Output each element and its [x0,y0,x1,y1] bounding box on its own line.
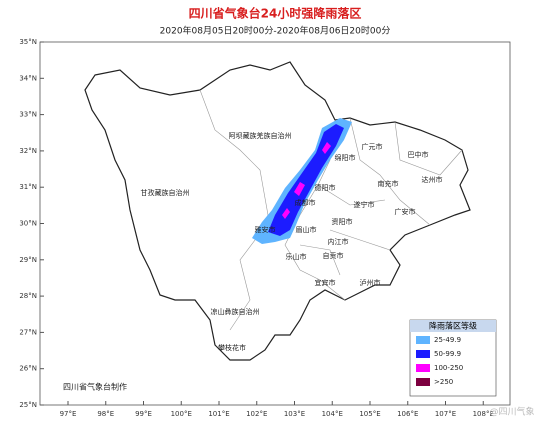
region-label: 甘孜藏族自治州 [141,188,190,197]
lat-label: 32°N [19,147,37,155]
lat-label: 35°N [19,38,37,46]
region-label: 攀枝花市 [218,343,246,352]
region-label: 泸州市 [360,278,381,287]
lon-label: 98°E [97,410,114,418]
region-label: 阿坝藏族羌族自治州 [229,131,292,140]
lon-label: 101°E [208,410,229,418]
legend-swatch [416,336,430,344]
region-label: 德阳市 [315,183,336,192]
region-label: 自贡市 [323,251,344,260]
lon-label: 100°E [171,410,192,418]
region-label: 广元市 [362,142,383,151]
subtitle: 2020年08月05日20时00分-2020年08月06日20时00分 [160,25,391,37]
watermark: @四川气象 [489,406,534,418]
title: 四川省气象台24小时强降雨落区 [189,6,362,21]
legend-label: 25-49.9 [434,336,461,344]
lon-label: 104°E [322,410,343,418]
lon-label: 108°E [473,410,494,418]
region-label: 凉山彝族自治州 [211,307,260,316]
lat-label: 25°N [19,401,37,409]
lat-label: 27°N [19,328,37,336]
lat-label: 29°N [19,256,37,264]
lon-label: 97°E [60,410,77,418]
rain-area-storm [322,142,331,154]
region-label: 成都市 [295,198,316,207]
legend-swatch [416,364,430,372]
legend-swatch [416,378,430,386]
region-label: 宜宾市 [315,278,336,287]
legend-swatch [416,350,430,358]
rain-area-storm [294,182,305,196]
lon-label: 102°E [246,410,267,418]
region-label: 南充市 [378,179,399,188]
legend-label: 100-250 [434,364,463,372]
lat-label: 33°N [19,111,37,119]
region-label: 内江市 [328,237,349,246]
lat-label: 28°N [19,292,37,300]
lon-label: 107°E [435,410,456,418]
region-label: 眉山市 [296,225,317,234]
lat-label: 30°N [19,220,37,228]
legend-title: 降雨落区等级 [429,321,477,331]
region-label: 资阳市 [332,217,353,226]
legend-label: >250 [434,378,453,386]
lon-label: 99°E [135,410,152,418]
lat-label: 34°N [19,74,37,82]
region-label: 广安市 [395,207,416,216]
tick-group: 35°N 34°N 33°N 32°N 31°N 30°N 29°N 28°N 27°N 26°N… [19,38,494,418]
region-label: 巴中市 [408,150,429,159]
legend-items: 25-49.9 50-99.9 100-250 >250 [416,336,463,386]
lat-label: 26°N [19,365,37,373]
region-label: 雅安市 [255,225,276,234]
legend-header [410,320,496,332]
rain-area-storm [282,208,290,219]
region-label: 绵阳市 [335,153,356,162]
lon-label: 103°E [284,410,305,418]
legend-label: 50-99.9 [434,350,461,358]
lon-label: 106°E [397,410,418,418]
region-label: 遂宁市 [354,200,375,209]
region-label: 达州市 [422,175,443,184]
lon-label: 105°E [359,410,380,418]
lat-label: 31°N [19,183,37,191]
footer: 四川省气象台制作 [63,382,127,392]
region-label: 乐山市 [286,252,307,261]
